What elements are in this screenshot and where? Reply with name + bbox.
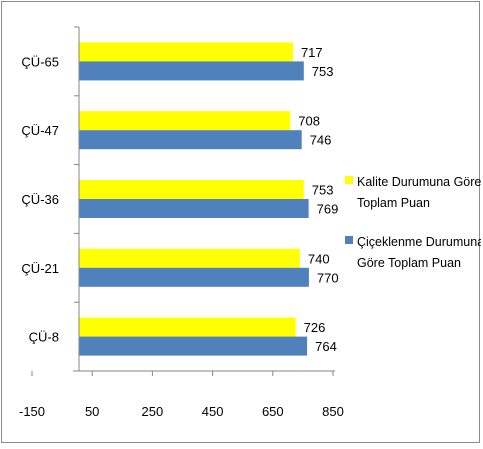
bar xyxy=(79,267,309,287)
bar xyxy=(79,61,304,81)
category-label: ÇÜ-65 xyxy=(21,54,59,69)
data-label: 769 xyxy=(317,202,339,217)
bar-chart: -150 50 250 450 650 850 ÇÜ-65 ÇÜ-47 ÇÜ-36 ÇÜ-21 ÇÜ… xyxy=(19,26,483,419)
legend: Kalite Durumuna Göre Toplam Puan Çiçeklenm… xyxy=(345,175,483,270)
legend-label: Kalite Durumuna Göre xyxy=(357,175,481,189)
bars-layer xyxy=(79,42,309,356)
data-label: 764 xyxy=(315,339,337,354)
data-label: 708 xyxy=(298,114,320,129)
data-label: 746 xyxy=(310,133,332,148)
bar xyxy=(79,199,309,218)
data-label: 753 xyxy=(312,183,334,198)
bar xyxy=(79,180,304,199)
bar xyxy=(79,111,291,131)
bar xyxy=(79,336,308,356)
x-tick-label: 450 xyxy=(202,404,224,419)
data-label: 717 xyxy=(301,45,323,60)
labels-layer: -150 50 250 450 650 850 ÇÜ-65 ÇÜ-47 ÇÜ-36 ÇÜ-21 ÇÜ… xyxy=(19,45,344,419)
bar xyxy=(79,42,293,62)
category-label: ÇÜ-21 xyxy=(21,261,59,276)
x-tick-label: 650 xyxy=(262,404,284,419)
x-tick-label: 250 xyxy=(142,404,164,419)
x-tick-label: 50 xyxy=(85,404,99,419)
legend-swatch xyxy=(345,236,353,244)
data-label: 753 xyxy=(312,64,334,79)
x-tick-label: 850 xyxy=(322,404,344,419)
data-label: 726 xyxy=(304,320,326,335)
category-label: ÇÜ-36 xyxy=(21,192,59,207)
x-tick-label: -150 xyxy=(19,404,45,419)
category-label: ÇÜ-8 xyxy=(29,330,59,345)
category-label: ÇÜ-47 xyxy=(21,123,59,138)
legend-label: Göre Toplam Puan xyxy=(357,256,461,270)
data-label: 740 xyxy=(308,251,330,266)
bar xyxy=(79,317,296,337)
legend-label: Çiçeklenme Durumuna xyxy=(357,235,481,249)
bar xyxy=(79,130,302,150)
axes-layer xyxy=(31,26,335,376)
legend-swatch xyxy=(345,176,353,184)
data-label: 770 xyxy=(317,270,339,285)
legend-label: Toplam Puan xyxy=(357,196,430,210)
bar xyxy=(79,248,300,268)
